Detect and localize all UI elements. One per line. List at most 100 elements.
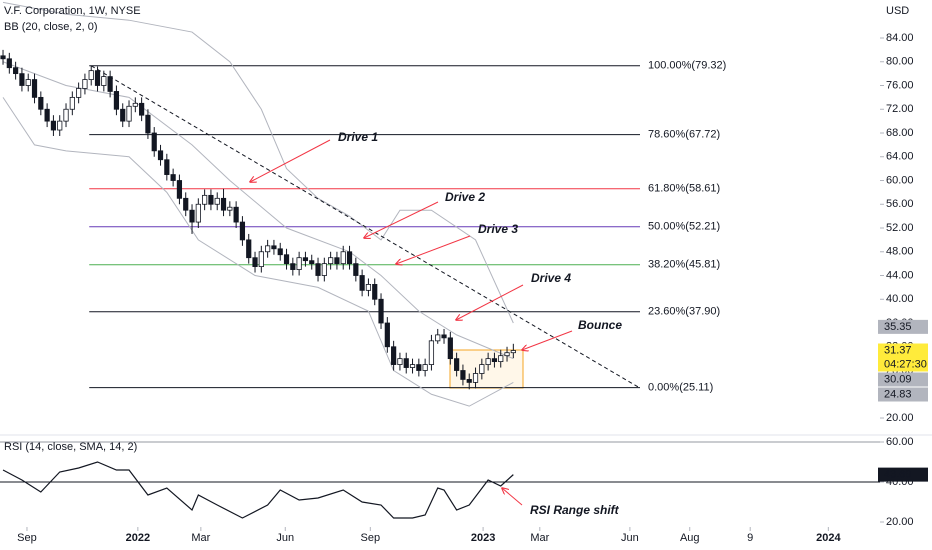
candle-body bbox=[183, 197, 189, 211]
x-tick-label: Mar bbox=[530, 532, 549, 544]
candle-body bbox=[397, 358, 403, 365]
price-badge bbox=[878, 319, 928, 334]
annotation: Drive 3 bbox=[478, 222, 518, 236]
candle-body bbox=[334, 257, 340, 265]
candle-body bbox=[202, 194, 208, 205]
candle-body bbox=[447, 337, 453, 360]
candle-body bbox=[38, 96, 44, 110]
y-tick-label: 76.00 bbox=[886, 79, 914, 91]
price-badge bbox=[878, 387, 928, 402]
candle-body bbox=[82, 79, 88, 89]
price-badge-label: 24.83 bbox=[884, 388, 912, 400]
candle-body bbox=[6, 58, 12, 69]
candle-body bbox=[346, 251, 353, 265]
y-tick-label: 44.00 bbox=[886, 269, 914, 281]
rsi-line bbox=[2, 461, 514, 519]
candle-body bbox=[365, 284, 372, 291]
candle-body bbox=[391, 346, 397, 365]
candle-body bbox=[113, 91, 120, 110]
annotation: Bounce bbox=[578, 318, 622, 332]
x-tick-label: 2022 bbox=[126, 532, 150, 544]
candle-body bbox=[315, 263, 321, 276]
y-tick-label: 20.00 bbox=[886, 412, 914, 424]
y-tick-label: 60.00 bbox=[886, 174, 914, 186]
candle-body bbox=[195, 203, 201, 223]
price-badge-label: 35.35 bbox=[884, 321, 912, 333]
candle-body bbox=[309, 260, 315, 265]
y-tick-label: 52.00 bbox=[886, 222, 914, 234]
candle-body bbox=[290, 263, 296, 270]
candle-body bbox=[283, 254, 290, 265]
x-tick-label: Sep bbox=[361, 532, 381, 544]
candle-body bbox=[271, 245, 277, 250]
candle-body bbox=[491, 358, 498, 363]
candle-body bbox=[13, 67, 19, 75]
candle-body bbox=[145, 114, 151, 134]
bollinger-band bbox=[2, 97, 514, 407]
annotation: RSI Range shift bbox=[530, 503, 620, 517]
fib-label: 0.00%(25.11) bbox=[648, 382, 713, 394]
candle-body bbox=[88, 70, 94, 80]
fib-label: 23.60%(37.90) bbox=[648, 306, 720, 318]
candle-body bbox=[76, 88, 82, 98]
candle-body bbox=[510, 350, 516, 354]
candle-body bbox=[466, 379, 472, 383]
candle-body bbox=[416, 364, 422, 371]
candle-body bbox=[220, 197, 227, 211]
currency: USD bbox=[886, 5, 909, 17]
rsi-badge bbox=[878, 467, 928, 482]
candle-body bbox=[239, 221, 246, 241]
chart-title: V.F. Corporation, 1W, NYSE bbox=[4, 5, 141, 17]
x-tick-label: Sep bbox=[17, 532, 37, 544]
candle-body bbox=[120, 108, 126, 122]
y-tick-label: 56.00 bbox=[886, 198, 914, 210]
candle-body bbox=[479, 364, 485, 374]
x-tick-label: 2024 bbox=[816, 532, 841, 544]
bollinger-band bbox=[2, 1, 514, 324]
price-badge bbox=[878, 372, 928, 387]
candle-body bbox=[44, 108, 50, 122]
candle-body bbox=[176, 180, 183, 199]
candle-body bbox=[208, 194, 214, 205]
price-badge-label: 31.37 bbox=[884, 344, 912, 356]
candle-body bbox=[504, 352, 510, 357]
y-tick-label: 60.00 bbox=[886, 436, 914, 448]
arrow bbox=[522, 330, 573, 350]
y-tick-label: 84.00 bbox=[886, 32, 914, 44]
rsi-badge-label: 43.69 bbox=[884, 469, 912, 481]
candle-body bbox=[302, 257, 309, 262]
y-tick-label: 64.00 bbox=[886, 151, 914, 163]
candle-body bbox=[498, 355, 504, 363]
candle-body bbox=[485, 358, 491, 365]
candle-body bbox=[233, 206, 239, 223]
y-tick-label: 68.00 bbox=[886, 127, 914, 139]
candle-body bbox=[296, 257, 302, 270]
fib-label: 78.60%(67.72) bbox=[648, 129, 720, 141]
candle-body bbox=[252, 257, 258, 268]
candle-body bbox=[422, 364, 428, 371]
candle-body bbox=[94, 70, 101, 86]
candle-body bbox=[328, 257, 334, 265]
candle-body bbox=[472, 373, 479, 383]
candle-body bbox=[246, 239, 252, 259]
candle-body bbox=[57, 120, 63, 131]
candle-body bbox=[25, 79, 31, 86]
x-tick-label: Jun bbox=[621, 532, 639, 544]
candle-body bbox=[409, 364, 416, 368]
candle-body bbox=[258, 251, 264, 268]
countdown: 04:27:30 bbox=[884, 358, 927, 370]
x-tick-label: Aug bbox=[680, 532, 700, 544]
candle-body bbox=[69, 96, 75, 110]
y-tick-label: 40.00 bbox=[886, 293, 914, 305]
arrow bbox=[502, 488, 523, 506]
candle-body bbox=[101, 76, 107, 86]
x-tick-label: 9 bbox=[747, 532, 753, 544]
candle-body bbox=[227, 206, 233, 211]
candle-body bbox=[435, 334, 441, 342]
candle-body bbox=[126, 105, 132, 122]
candle-body bbox=[372, 284, 378, 300]
x-tick-label: Jun bbox=[276, 532, 294, 544]
